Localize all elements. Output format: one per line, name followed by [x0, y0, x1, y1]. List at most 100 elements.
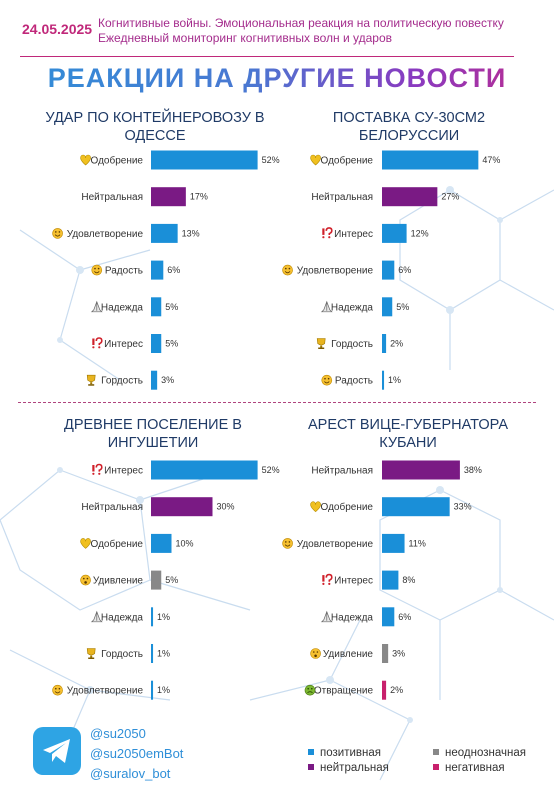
bar [151, 370, 158, 390]
chart-3-title: ДРЕВНЕЕ ПОСЕЛЕНИЕ В [64, 417, 242, 433]
channel-links: @su2050 @su2050emBot @suralov_bot [90, 724, 183, 784]
value-label: 2% [390, 685, 403, 695]
category-label: Удовлетворение [67, 686, 144, 697]
exclamation-question-icon [92, 463, 103, 475]
bar [151, 570, 162, 590]
joy-icon [91, 264, 103, 276]
report-subtitle: Когнитивные войны. Эмоциональная реакция… [98, 16, 504, 46]
category-label: Надежда [331, 302, 374, 313]
value-label: 2% [390, 339, 403, 349]
footer: @su2050 @su2050emBot @suralov_bot позити… [0, 720, 554, 800]
bar [151, 260, 164, 280]
category-label: Надежда [101, 612, 144, 623]
category-label: Отвращение [314, 686, 374, 697]
value-label: 52% [262, 155, 280, 165]
joy-icon [321, 374, 333, 386]
value-label: 8% [402, 575, 415, 585]
value-label: 11% [409, 538, 426, 548]
category-label: Гордость [331, 339, 373, 350]
category-label: Нейтральная [81, 502, 143, 513]
exclamation-question-icon [322, 227, 333, 239]
value-label: 3% [392, 649, 405, 659]
trophy-icon [86, 374, 96, 386]
category-label: Удивление [93, 576, 144, 587]
bar [151, 644, 154, 663]
bar [151, 150, 258, 170]
disgust-icon [304, 684, 316, 696]
chart-panel-3: ДРЕВНЕЕ ПОСЕЛЕНИЕ В ИНГУШЕТИИ Интерес 52% Не… [52, 417, 280, 700]
praying-hands-icon [320, 300, 333, 313]
value-label: 6% [167, 265, 180, 275]
exclamation-question-icon [92, 337, 103, 349]
value-label: 3% [161, 375, 174, 385]
bar [382, 334, 387, 353]
header-rule [20, 56, 514, 57]
legend-positive-label: позитивная [320, 747, 381, 759]
bar [382, 680, 387, 700]
value-label: 17% [190, 192, 208, 202]
heart-hands-icon [80, 538, 91, 549]
category-label: Радость [335, 376, 373, 387]
bar [151, 297, 162, 317]
category-label: Гордость [101, 376, 143, 387]
bar [382, 150, 479, 170]
category-label: Нейтральная [81, 192, 143, 203]
bar [382, 607, 395, 627]
category-label: Нейтральная [311, 466, 373, 477]
chart-panel-4: АРЕСТ ВИЦЕ-ГУБЕРНАТОРА КУБАНИ Нейтральная 3… [282, 417, 508, 700]
value-label: 6% [398, 265, 411, 275]
bar [151, 497, 213, 517]
category-label: Надежда [101, 302, 144, 313]
category-label: Одобрение [321, 155, 374, 167]
bar [382, 297, 393, 317]
value-label: 5% [165, 575, 178, 585]
surprise-icon [80, 574, 91, 586]
section-divider [18, 402, 536, 403]
category-label: Радость [105, 266, 143, 277]
bar [382, 370, 385, 390]
value-label: 30% [217, 502, 235, 512]
chart-4-title: КУБАНИ [379, 435, 437, 451]
value-label: 27% [441, 192, 459, 202]
telegram-icon[interactable] [33, 727, 81, 775]
category-label: Удивление [323, 649, 374, 660]
value-label: 1% [388, 375, 401, 385]
chart-2-title: ПОСТАВКА СУ-30СМ2 [333, 110, 485, 126]
bar [151, 607, 154, 627]
bar [151, 187, 186, 207]
heart-hands-icon [80, 154, 91, 166]
category-label: Надежда [331, 612, 374, 623]
value-label: 38% [464, 465, 482, 475]
category-label: Одобрение [91, 155, 144, 167]
smile-icon [282, 538, 293, 549]
bar [382, 497, 450, 517]
value-label: 5% [165, 339, 178, 349]
smile-icon [282, 264, 293, 276]
main-title: РЕАКЦИИ НА ДРУГИЕ НОВОСТИ [0, 63, 554, 94]
chart-4-title: АРЕСТ ВИЦЕ-ГУБЕРНАТОРА [308, 417, 508, 433]
chart-panel-2: ПОСТАВКА СУ-30СМ2 БЕЛОРУССИИ Одобрение 47% Н… [282, 110, 500, 390]
subtitle-line-2: Ежедневный мониторинг когнитивных волн и… [98, 31, 392, 45]
praying-hands-icon [90, 610, 103, 623]
link-su2050[interactable]: @su2050 [90, 726, 146, 741]
bar [382, 260, 395, 280]
link-su2050embot[interactable]: @su2050emBot [90, 746, 184, 761]
bar [382, 460, 460, 480]
chart-1-title: ОДЕССЕ [124, 128, 185, 144]
legend-ambiguous: неоднозначная [433, 747, 526, 759]
subtitle-line-1: Когнитивные войны. Эмоциональная реакция… [98, 16, 504, 30]
legend-negative-swatch [433, 764, 439, 770]
legend-neutral-label: нейтральная [320, 762, 389, 774]
bar [382, 533, 405, 553]
legend-neutral: нейтральная [308, 762, 389, 774]
value-label: 12% [411, 228, 429, 238]
legend-positive-swatch [308, 749, 314, 755]
category-label: Гордость [101, 649, 143, 660]
category-label: Нейтральная [311, 192, 373, 203]
bar [151, 533, 172, 553]
trophy-icon [316, 338, 326, 349]
link-suralov-bot[interactable]: @suralov_bot [90, 766, 171, 781]
value-label: 1% [157, 612, 170, 622]
